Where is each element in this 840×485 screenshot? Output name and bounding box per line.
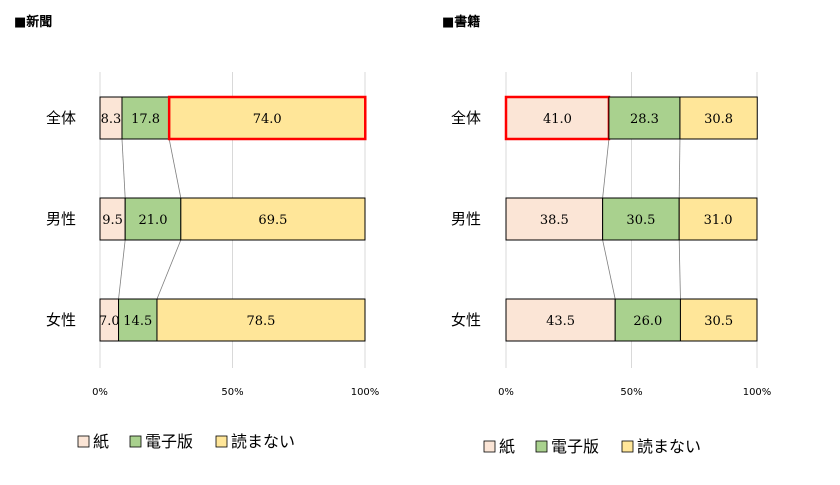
data-label: 78.5 xyxy=(247,314,276,329)
connector-line xyxy=(118,239,126,300)
legend-label: 電子版 xyxy=(145,432,193,451)
legend-label: 紙 xyxy=(499,437,515,456)
bar-segment xyxy=(678,197,758,241)
data-label: 7.0 xyxy=(99,314,120,329)
data-label: 30.5 xyxy=(704,314,733,329)
connector-line xyxy=(602,239,616,300)
x-tick-label: 100% xyxy=(351,387,380,398)
data-label: 17.8 xyxy=(131,112,160,127)
legend-swatch xyxy=(535,440,548,453)
legend-swatch xyxy=(483,440,496,453)
x-tick-label: 0% xyxy=(92,387,108,398)
category-label: 全体 xyxy=(46,109,76,127)
connector-line xyxy=(602,138,610,199)
bar-segment xyxy=(124,197,182,241)
legend-label: 電子版 xyxy=(551,437,599,456)
data-label: 14.5 xyxy=(123,314,152,329)
data-label: 31.0 xyxy=(704,213,733,228)
data-label: 30.8 xyxy=(704,112,733,127)
bar-segment xyxy=(614,298,681,342)
data-label: 74.0 xyxy=(253,112,282,127)
bar-segment xyxy=(156,298,366,342)
connector-line xyxy=(121,138,126,199)
bar-segment xyxy=(118,298,158,342)
category-label: 男性 xyxy=(46,210,76,228)
bar-segment xyxy=(602,197,680,241)
x-tick-label: 100% xyxy=(743,387,772,398)
chart-1: ■新聞 0% 50% 100% 全体 8.3 17.8 74.0 男性 9.5 21.0 69.5 女性… xyxy=(14,14,379,451)
connector-line xyxy=(678,239,681,300)
category-label: 女性 xyxy=(46,311,76,329)
data-label: 9.5 xyxy=(102,213,123,228)
category-label: 女性 xyxy=(451,311,481,329)
data-label: 43.5 xyxy=(546,314,575,329)
bar-segment xyxy=(121,96,170,140)
legend-label: 紙 xyxy=(93,432,109,451)
legend-label: 読まない xyxy=(637,437,701,456)
data-label: 41.0 xyxy=(543,112,572,127)
data-label: 28.3 xyxy=(630,112,659,127)
legend-swatch xyxy=(621,440,634,453)
data-label: 30.5 xyxy=(626,213,655,228)
category-label: 男性 xyxy=(451,210,481,228)
data-label: 26.0 xyxy=(633,314,662,329)
bar-segment xyxy=(505,197,604,241)
data-label: 8.3 xyxy=(101,112,122,127)
data-label: 21.0 xyxy=(139,213,168,228)
legend-swatch xyxy=(77,435,90,448)
legend-swatch xyxy=(129,435,142,448)
x-tick-label: 50% xyxy=(620,387,642,398)
x-tick-label: 0% xyxy=(498,387,514,398)
bar-segment xyxy=(608,96,681,140)
chart-2: ■書籍 0% 50% 100% 全体 41.0 28.3 30.8 男性 38.5 30.5 31.0… xyxy=(442,14,771,456)
data-label: 38.5 xyxy=(540,213,569,228)
legend-label: 読まない xyxy=(231,432,295,451)
data-label: 69.5 xyxy=(258,213,287,228)
connector-line xyxy=(168,138,182,199)
bar-segment xyxy=(167,95,367,141)
bar-segment xyxy=(180,197,366,241)
bar-segment xyxy=(679,96,758,140)
connector-line xyxy=(678,138,681,199)
chart-title: ■書籍 xyxy=(442,14,480,30)
connector-line xyxy=(156,239,182,300)
chart-title: ■新聞 xyxy=(14,14,52,30)
category-label: 全体 xyxy=(451,109,481,127)
bar-segment xyxy=(679,298,758,342)
legend-swatch xyxy=(215,435,228,448)
bar-segment xyxy=(505,298,616,342)
x-tick-label: 50% xyxy=(221,387,243,398)
